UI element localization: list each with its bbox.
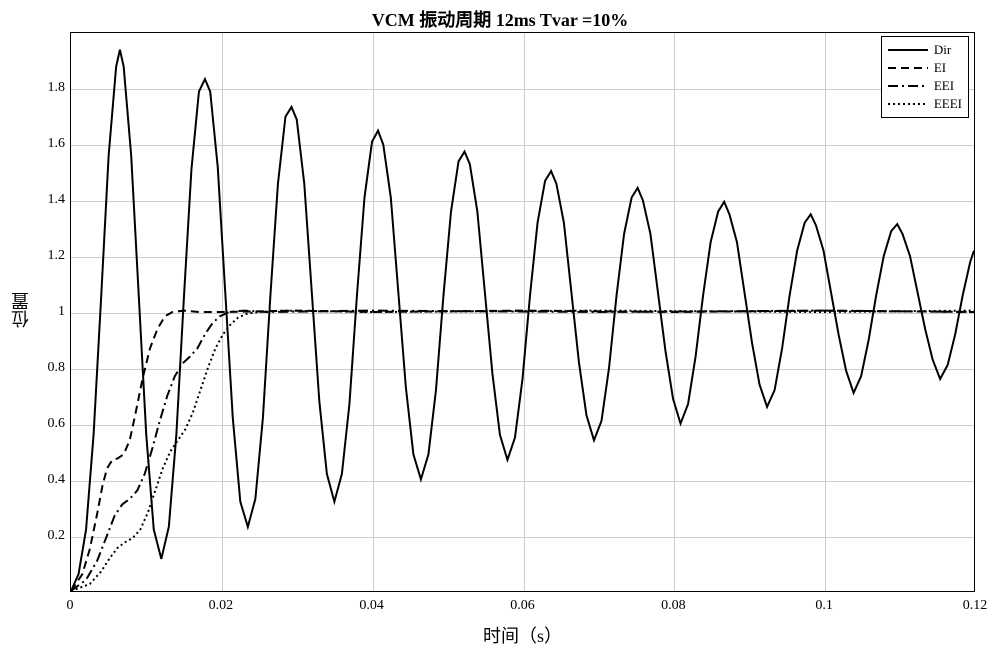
x-tick-label: 0	[67, 598, 74, 614]
legend-swatch	[888, 95, 928, 113]
x-tick-label: 0.02	[209, 598, 234, 614]
legend-label: EI	[934, 60, 946, 76]
chart-container: VCM 振动周期 12ms Tvar =10% 位置 时间（s） Dir EI EE…	[0, 0, 1000, 651]
y-tick-label: 1.8	[35, 80, 65, 96]
y-tick-label: 0.4	[35, 472, 65, 488]
legend-item: EEEI	[888, 95, 962, 113]
x-tick-label: 0.04	[359, 598, 384, 614]
legend: Dir EI EEI EEEI	[881, 36, 969, 118]
x-tick-label: 0.1	[815, 598, 833, 614]
y-tick-label: 1.6	[35, 136, 65, 152]
legend-label: EEEI	[934, 96, 962, 112]
legend-label: Dir	[934, 42, 951, 58]
plot-area	[70, 32, 975, 592]
y-tick-label: 0.8	[35, 360, 65, 376]
series-Dir	[71, 50, 974, 591]
y-tick-label: 0.2	[35, 528, 65, 544]
legend-swatch	[888, 77, 928, 95]
legend-item: EI	[888, 59, 962, 77]
legend-swatch	[888, 41, 928, 59]
series-EI	[71, 311, 974, 591]
series-EEEI	[71, 311, 974, 591]
y-tick-label: 1.2	[35, 248, 65, 264]
y-tick-label: 0.6	[35, 416, 65, 432]
y-axis-label: 位置	[8, 292, 34, 328]
chart-title: VCM 振动周期 12ms Tvar =10%	[0, 6, 1000, 32]
legend-swatch	[888, 59, 928, 77]
x-tick-label: 0.12	[963, 598, 988, 614]
series-svg	[71, 33, 974, 591]
series-EEI	[71, 311, 974, 591]
x-axis-label: 时间（s）	[70, 622, 975, 648]
y-tick-label: 1.4	[35, 192, 65, 208]
legend-label: EEI	[934, 78, 954, 94]
x-tick-label: 0.06	[510, 598, 535, 614]
legend-item: Dir	[888, 41, 962, 59]
x-tick-label: 0.08	[661, 598, 686, 614]
y-tick-label: 1	[35, 304, 65, 320]
legend-item: EEI	[888, 77, 962, 95]
